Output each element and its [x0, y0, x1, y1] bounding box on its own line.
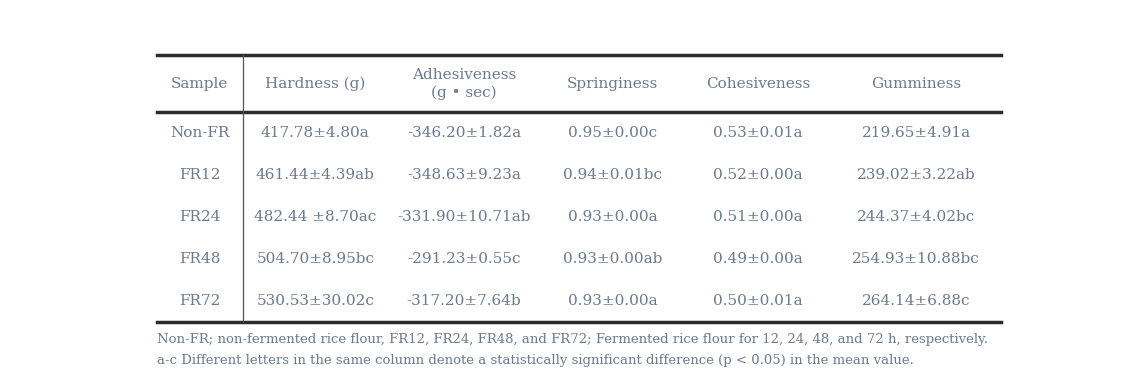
Text: 461.44±4.39ab: 461.44±4.39ab [255, 168, 375, 182]
Text: 0.93±0.00a: 0.93±0.00a [568, 210, 658, 224]
Text: -346.20±1.82a: -346.20±1.82a [407, 126, 521, 140]
Text: -317.20±7.64b: -317.20±7.64b [407, 294, 521, 308]
Text: 0.51±0.00a: 0.51±0.00a [713, 210, 803, 224]
Text: FR48: FR48 [180, 252, 220, 266]
Text: 530.53±30.02c: 530.53±30.02c [257, 294, 374, 308]
Text: 264.14±6.88c: 264.14±6.88c [862, 294, 971, 308]
Text: 0.49±0.00a: 0.49±0.00a [713, 252, 803, 266]
Text: -331.90±10.71ab: -331.90±10.71ab [398, 210, 531, 224]
Text: 0.93±0.00a: 0.93±0.00a [568, 294, 658, 308]
Text: 0.94±0.01bc: 0.94±0.01bc [563, 168, 662, 182]
Text: Non-FR; non-fermented rice flour, FR12, FR24, FR48, and FR72; Fermented rice flo: Non-FR; non-fermented rice flour, FR12, … [157, 333, 988, 346]
Text: Adhesiveness
(g • sec): Adhesiveness (g • sec) [412, 68, 516, 100]
Text: 244.37±4.02bc: 244.37±4.02bc [857, 210, 975, 224]
Text: -291.23±0.55c: -291.23±0.55c [407, 252, 521, 266]
Text: Hardness (g): Hardness (g) [266, 77, 365, 91]
Text: 239.02±3.22ab: 239.02±3.22ab [857, 168, 975, 182]
Text: FR72: FR72 [180, 294, 220, 308]
Text: Springiness: Springiness [567, 77, 659, 91]
Text: 0.53±0.01a: 0.53±0.01a [713, 126, 803, 140]
Text: 482.44 ±8.70ac: 482.44 ±8.70ac [254, 210, 376, 224]
Text: 0.95±0.00c: 0.95±0.00c [568, 126, 658, 140]
Text: 219.65±4.91a: 219.65±4.91a [861, 126, 971, 140]
Text: 0.50±0.01a: 0.50±0.01a [713, 294, 803, 308]
Text: a-c Different letters in the same column denote a statistically significant diff: a-c Different letters in the same column… [157, 354, 914, 367]
Text: FR12: FR12 [179, 168, 220, 182]
Text: Gumminess: Gumminess [871, 77, 962, 91]
Text: 0.93±0.00ab: 0.93±0.00ab [563, 252, 662, 266]
Text: 0.52±0.00a: 0.52±0.00a [713, 168, 803, 182]
Text: 504.70±8.95bc: 504.70±8.95bc [257, 252, 374, 266]
Text: Sample: Sample [171, 77, 228, 91]
Text: Non-FR: Non-FR [171, 126, 229, 140]
Text: FR24: FR24 [179, 210, 220, 224]
Text: Cohesiveness: Cohesiveness [706, 77, 810, 91]
Text: -348.63±9.23a: -348.63±9.23a [407, 168, 521, 182]
Text: 417.78±4.80a: 417.78±4.80a [261, 126, 370, 140]
Text: 254.93±10.88bc: 254.93±10.88bc [852, 252, 980, 266]
